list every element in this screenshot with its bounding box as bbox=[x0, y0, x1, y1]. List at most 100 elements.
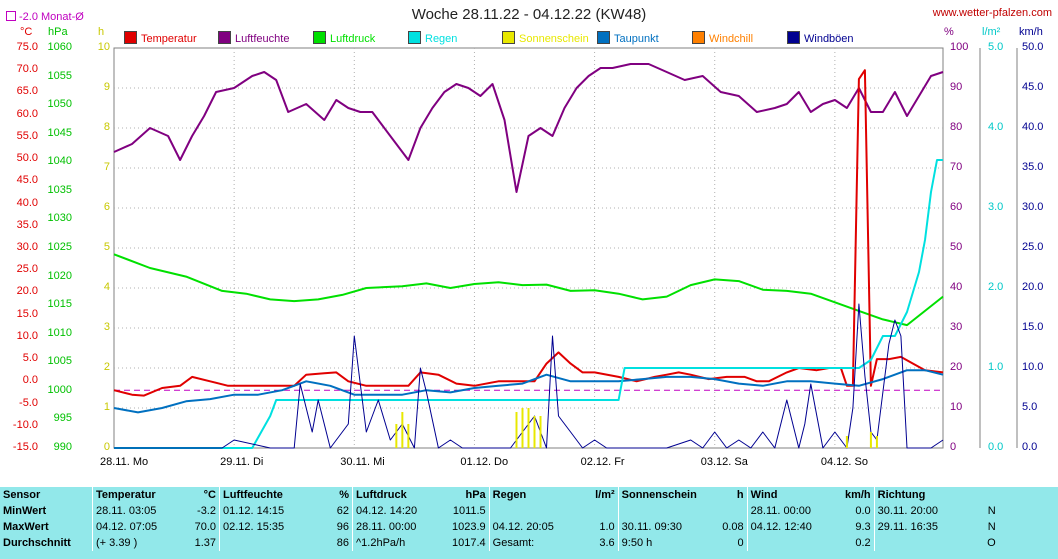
legend-swatch bbox=[787, 31, 800, 44]
hpa-tick-label: 1040 bbox=[47, 155, 72, 168]
stats-cell bbox=[961, 487, 999, 503]
stats-cell: 04.12. 20:05 bbox=[488, 519, 586, 535]
hpa-tick-label: 995 bbox=[53, 412, 72, 425]
legend-swatch bbox=[218, 31, 231, 44]
legend-swatch bbox=[408, 31, 421, 44]
wind-tick-label: 40.0 bbox=[1022, 121, 1044, 133]
hours-tick-label: 5 bbox=[103, 241, 110, 253]
percent-tick-label: 20 bbox=[950, 361, 963, 373]
stats-cell: MinWert bbox=[3, 505, 47, 517]
legend-item: Luftdruck bbox=[313, 31, 375, 45]
hours-tick-label: 6 bbox=[103, 201, 110, 213]
unit-percent: % bbox=[944, 26, 954, 38]
hpa-tick-label: 1060 bbox=[47, 41, 72, 53]
stats-cell: °C bbox=[203, 489, 216, 501]
site-link[interactable]: www.wetter-pfalzen.com bbox=[932, 7, 1052, 19]
hours-tick-label: 4 bbox=[103, 281, 110, 293]
stats-cell: 86 bbox=[336, 537, 349, 549]
wind-tick-label: 45.0 bbox=[1022, 81, 1044, 93]
temp-tick-label: 5.0 bbox=[22, 352, 38, 365]
stats-cell: O bbox=[987, 537, 996, 549]
stats-cell: 04.12. 14:20 bbox=[352, 503, 449, 519]
temp-tick-label: 60.0 bbox=[16, 107, 38, 120]
stats-cell: MaxWert bbox=[3, 521, 49, 533]
legend-label: Regen bbox=[425, 33, 458, 45]
stats-cell: Regen bbox=[488, 487, 586, 503]
rain-tick-label: 1.0 bbox=[988, 361, 1004, 373]
stats-cell: 9.3 bbox=[855, 521, 871, 533]
rain-tick-label: 3.0 bbox=[988, 201, 1004, 213]
unit-celsius: °C bbox=[20, 26, 33, 38]
hours-tick-label: 8 bbox=[103, 121, 110, 133]
hpa-tick-label: 1015 bbox=[47, 298, 72, 311]
stats-row: MaxWert 04.12. 07:05 70.0 02.12. 15:35 96 28.… bbox=[0, 519, 999, 535]
stats-cell: 62 bbox=[336, 505, 349, 517]
temp-tick-label: -10.0 bbox=[12, 418, 38, 431]
percent-tick-label: 50 bbox=[950, 241, 963, 253]
stats-cell: -3.2 bbox=[197, 505, 216, 517]
hpa-tick-label: 1025 bbox=[47, 241, 72, 253]
stats-cell bbox=[488, 503, 586, 519]
temp-tick-label: 40.0 bbox=[16, 196, 38, 209]
stats-cell: 1.37 bbox=[194, 537, 216, 549]
legend-item: Windböen bbox=[787, 31, 854, 45]
hours-tick-label: 0 bbox=[103, 441, 110, 453]
percent-tick-label: 70 bbox=[950, 161, 963, 173]
day-label: 02.12. Fr bbox=[580, 456, 625, 468]
legend-swatch bbox=[597, 31, 610, 44]
stats-cell: Sensor bbox=[3, 489, 41, 501]
day-label: 03.12. Sa bbox=[700, 456, 748, 468]
stats-cell: l/m² bbox=[595, 489, 615, 501]
monthly-mean-label: -2.0 Monat-Ø bbox=[19, 11, 84, 23]
hpa-tick-label: 1010 bbox=[47, 326, 72, 339]
temp-tick-label: 55.0 bbox=[16, 129, 38, 142]
temp-tick-label: 15.0 bbox=[16, 307, 38, 320]
legend-label: Temperatur bbox=[141, 33, 197, 45]
rain-tick-label: 5.0 bbox=[988, 41, 1004, 53]
day-label: 04.12. So bbox=[820, 456, 868, 468]
stats-cell: 0.2 bbox=[855, 537, 871, 549]
wind-tick-label: 35.0 bbox=[1022, 161, 1044, 173]
stats-cell: 0.0 bbox=[855, 505, 871, 517]
temp-tick-label: 75.0 bbox=[16, 41, 38, 53]
stats-cell: 3.6 bbox=[599, 537, 615, 549]
unit-rain: l/m² bbox=[982, 26, 1001, 38]
stats-cell: Temperatur bbox=[92, 487, 191, 503]
legend-item: Sonnenschein bbox=[502, 31, 589, 45]
temp-tick-label: -15.0 bbox=[12, 441, 38, 453]
stats-cell: 28.11. 00:00 bbox=[746, 503, 836, 519]
legend-item: Regen bbox=[408, 31, 457, 45]
hours-tick-label: 3 bbox=[103, 321, 110, 333]
stats-cell: 96 bbox=[336, 521, 349, 533]
percent-tick-label: 30 bbox=[950, 321, 963, 333]
stats-cell: ^1.2hPa/h bbox=[352, 535, 449, 551]
percent-tick-label: 0 bbox=[950, 441, 957, 453]
legend-label: Luftdruck bbox=[330, 33, 376, 45]
regen-series-line bbox=[114, 159, 943, 449]
day-label: 30.11. Mi bbox=[340, 456, 385, 468]
wind-tick-label: 0.0 bbox=[1022, 441, 1038, 453]
day-label: 01.12. Do bbox=[460, 456, 509, 468]
stats-cell: Gesamt: bbox=[488, 535, 586, 551]
stats-cell: Durchschnitt bbox=[3, 537, 71, 549]
legend-item: Luftfeuchte bbox=[218, 31, 289, 45]
rain-tick-label: 0.0 bbox=[988, 441, 1004, 453]
luftdruck-series-line bbox=[113, 253, 944, 327]
monthly-mean-swatch bbox=[6, 11, 16, 21]
temp-tick-label: 65.0 bbox=[16, 85, 38, 98]
stats-row: MinWert 28.11. 03:05 -3.2 01.12. 14:15 62 04.… bbox=[0, 503, 999, 519]
hours-tick-label: 7 bbox=[103, 161, 110, 173]
temp-tick-label: 0.0 bbox=[22, 374, 38, 387]
day-label: 28.11. Mo bbox=[100, 456, 149, 468]
legend-swatch bbox=[124, 31, 137, 44]
unit-hpa: hPa bbox=[48, 26, 68, 38]
hpa-tick-label: 1035 bbox=[47, 183, 72, 196]
stats-table: Sensor Temperatur °C Luftfeuchte% Luftdruck h… bbox=[0, 487, 1058, 559]
stats-cell: N bbox=[987, 505, 996, 517]
stats-cell: Richtung bbox=[873, 487, 961, 503]
percent-tick-label: 40 bbox=[950, 281, 963, 293]
stats-cell: h bbox=[736, 489, 744, 501]
stats-cell: Luftfeuchte bbox=[219, 487, 324, 503]
stats-cell: 30.11. 09:30 bbox=[617, 519, 711, 535]
taupunkt-series-line bbox=[113, 369, 944, 414]
